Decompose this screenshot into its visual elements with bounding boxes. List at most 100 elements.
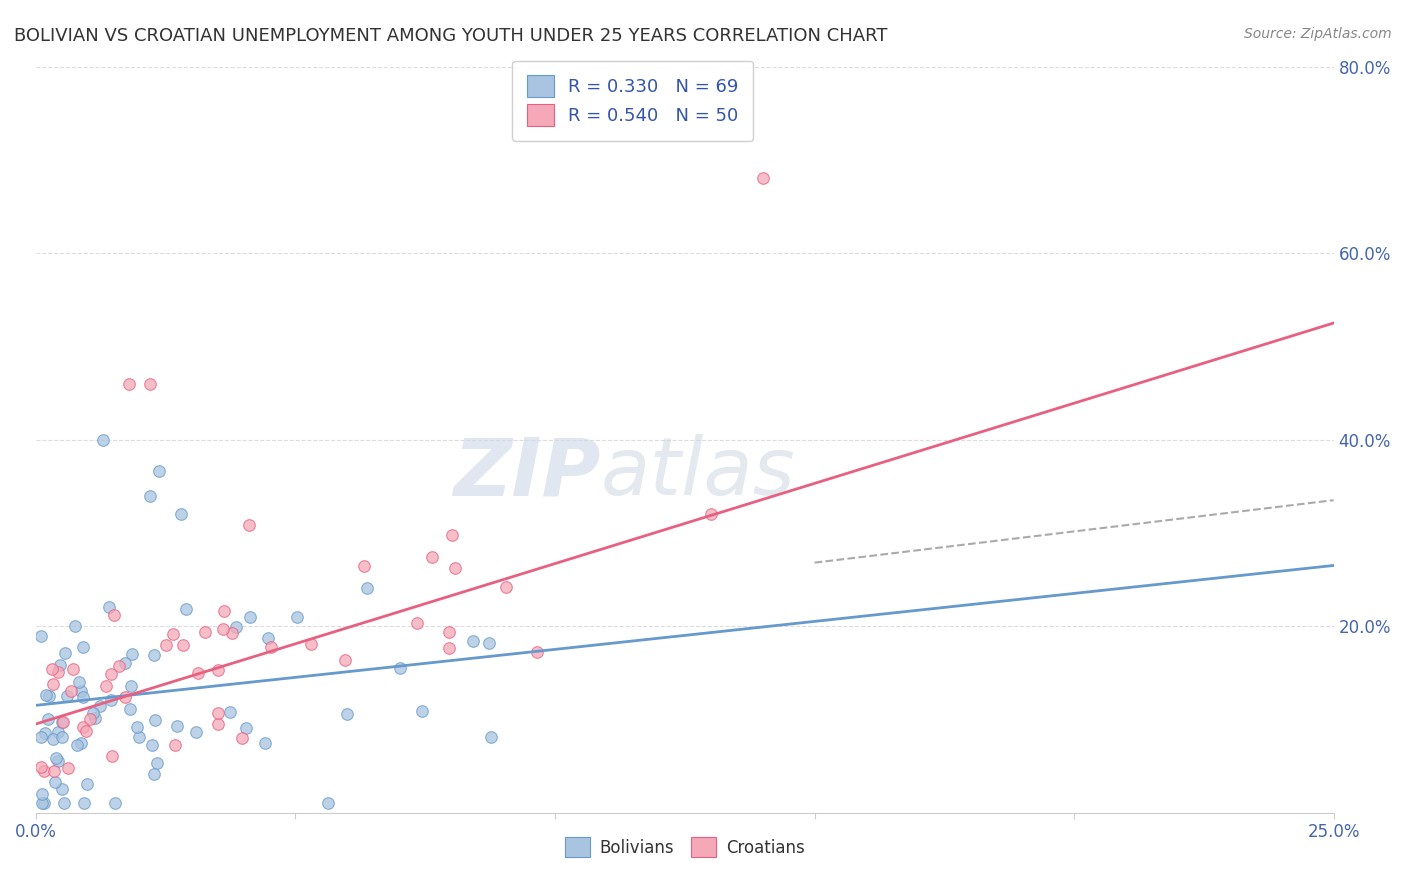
- Point: [439, 625, 461, 640]
- Point: [114, 657, 136, 671]
- Point: [162, 627, 184, 641]
- Point: [235, 721, 257, 735]
- Text: atlas: atlas: [600, 434, 796, 512]
- Point: [172, 638, 194, 652]
- Point: [143, 648, 166, 662]
- Point: [207, 716, 229, 731]
- Point: [253, 736, 276, 750]
- Point: [100, 667, 122, 681]
- Point: [146, 756, 169, 770]
- Point: [239, 610, 262, 624]
- Point: [63, 619, 86, 633]
- Point: [353, 559, 375, 574]
- Point: [437, 640, 460, 655]
- Point: [121, 647, 143, 661]
- Point: [76, 777, 98, 791]
- Point: [388, 661, 411, 675]
- Point: [89, 698, 111, 713]
- Point: [42, 764, 65, 778]
- Legend: Bolivians, Croatians: Bolivians, Croatians: [558, 830, 811, 863]
- Point: [420, 549, 443, 564]
- Point: [526, 645, 548, 659]
- Point: [411, 704, 433, 718]
- Text: Source: ZipAtlas.com: Source: ZipAtlas.com: [1244, 27, 1392, 41]
- Point: [82, 706, 104, 721]
- Point: [406, 615, 429, 630]
- Point: [256, 631, 278, 645]
- Point: [32, 796, 55, 810]
- Point: [56, 761, 79, 775]
- Point: [72, 640, 94, 654]
- Point: [79, 712, 101, 726]
- Point: [170, 507, 193, 521]
- Point: [114, 690, 136, 705]
- Point: [174, 601, 197, 615]
- Point: [225, 620, 247, 634]
- Point: [30, 759, 52, 773]
- Point: [495, 580, 517, 594]
- Point: [69, 684, 91, 698]
- Point: [30, 629, 52, 643]
- Point: [51, 782, 73, 797]
- Point: [212, 604, 235, 618]
- Point: [73, 796, 96, 810]
- Point: [100, 748, 122, 763]
- Point: [52, 715, 75, 730]
- Point: [440, 527, 463, 541]
- Point: [67, 674, 90, 689]
- Point: [30, 730, 52, 744]
- Point: [51, 714, 73, 729]
- Point: [184, 725, 207, 739]
- Point: [120, 679, 142, 693]
- Point: [218, 705, 240, 719]
- Point: [479, 730, 502, 744]
- Point: [93, 433, 115, 447]
- Point: [34, 726, 56, 740]
- Point: [32, 764, 55, 778]
- Point: [41, 662, 63, 676]
- Point: [316, 796, 339, 810]
- Point: [148, 464, 170, 478]
- Point: [100, 692, 122, 706]
- Point: [143, 713, 166, 727]
- Point: [53, 796, 76, 810]
- Point: [72, 720, 94, 734]
- Point: [336, 707, 359, 722]
- Point: [98, 600, 121, 615]
- Point: [238, 518, 260, 533]
- Point: [72, 690, 94, 704]
- Point: [45, 750, 67, 764]
- Text: BOLIVIAN VS CROATIAN UNEMPLOYMENT AMONG YOUTH UNDER 25 YEARS CORRELATION CHART: BOLIVIAN VS CROATIAN UNEMPLOYMENT AMONG …: [14, 27, 887, 45]
- Point: [299, 638, 322, 652]
- Point: [231, 731, 253, 745]
- Point: [285, 609, 308, 624]
- Point: [221, 625, 243, 640]
- Point: [207, 706, 229, 720]
- Point: [260, 640, 283, 654]
- Point: [333, 653, 356, 667]
- Point: [75, 724, 97, 739]
- Point: [46, 665, 69, 679]
- Text: ZIP: ZIP: [453, 434, 600, 512]
- Point: [166, 719, 188, 733]
- Point: [46, 724, 69, 739]
- Point: [141, 738, 163, 752]
- Point: [463, 634, 485, 648]
- Point: [478, 636, 501, 650]
- Point: [56, 689, 79, 703]
- Point: [66, 739, 89, 753]
- Point: [104, 796, 127, 810]
- Point: [35, 688, 58, 702]
- Point: [128, 730, 150, 744]
- Point: [118, 376, 141, 391]
- Point: [51, 730, 73, 744]
- Point: [187, 666, 209, 681]
- Point: [127, 720, 149, 734]
- Point: [53, 646, 76, 660]
- Point: [444, 561, 467, 575]
- Point: [211, 622, 233, 636]
- Point: [49, 657, 72, 672]
- Point: [96, 679, 118, 693]
- Point: [751, 171, 773, 186]
- Point: [69, 736, 91, 750]
